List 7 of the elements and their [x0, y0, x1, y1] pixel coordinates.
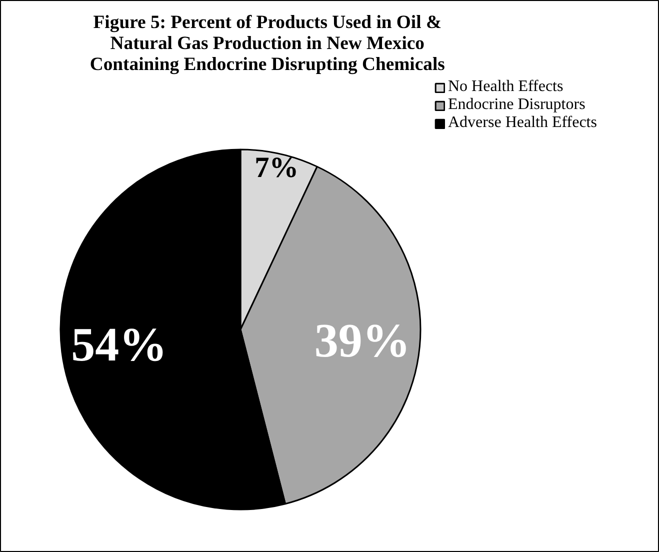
- legend-label: Adverse Health Effects: [448, 114, 597, 132]
- data-label: 7%: [254, 152, 299, 184]
- chart-title: Figure 5: Percent of Products Used in Oil & Natural Gas Production in New Mexico Containing Endocrine Disrupting Chemicals: [90, 12, 445, 75]
- legend-label: No Health Effects: [448, 78, 564, 96]
- data-label: 54%: [71, 318, 168, 372]
- data-label: 39%: [314, 314, 410, 368]
- legend-label: Endocrine Disruptors: [448, 96, 586, 114]
